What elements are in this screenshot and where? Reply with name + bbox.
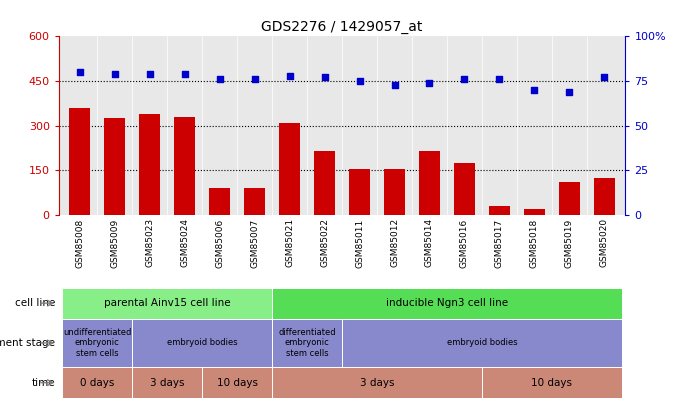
Bar	[104, 118, 125, 215]
Point	[249, 76, 260, 83]
Text: GSM85017: GSM85017	[495, 218, 504, 268]
Bar	[132, 319, 272, 367]
Point	[354, 78, 365, 84]
Text: GSM85007: GSM85007	[250, 218, 259, 268]
Bar	[139, 114, 160, 215]
Bar	[349, 168, 370, 215]
Text: embryoid bodies: embryoid bodies	[446, 339, 518, 347]
Point	[599, 74, 610, 81]
Point	[389, 81, 400, 88]
Point	[319, 74, 330, 81]
Text: differentiated
embryonic
stem cells: differentiated embryonic stem cells	[278, 328, 336, 358]
Bar	[454, 163, 475, 215]
Text: GSM85023: GSM85023	[145, 218, 154, 267]
Bar	[202, 367, 272, 398]
Point	[459, 76, 470, 83]
Text: time: time	[32, 378, 55, 388]
Point	[284, 72, 295, 79]
Bar	[559, 182, 580, 215]
Text: GSM85008: GSM85008	[75, 218, 84, 268]
Point	[144, 70, 155, 77]
Text: GSM85018: GSM85018	[530, 218, 539, 268]
Bar	[174, 117, 195, 215]
Point	[529, 87, 540, 93]
Bar	[489, 206, 510, 215]
Bar	[594, 177, 615, 215]
Text: GSM85020: GSM85020	[600, 218, 609, 267]
Bar	[342, 319, 622, 367]
Bar	[62, 319, 132, 367]
Bar	[482, 367, 622, 398]
Text: parental Ainv15 cell line: parental Ainv15 cell line	[104, 298, 231, 308]
Bar	[279, 123, 300, 215]
Text: undifferentiated
embryonic
stem cells: undifferentiated embryonic stem cells	[63, 328, 131, 358]
Bar	[62, 288, 272, 319]
Point	[179, 70, 190, 77]
Bar	[524, 209, 545, 215]
Point	[424, 79, 435, 86]
Text: GSM85019: GSM85019	[565, 218, 574, 268]
Point	[214, 76, 225, 83]
Bar	[132, 367, 202, 398]
Text: inducible Ngn3 cell line: inducible Ngn3 cell line	[386, 298, 508, 308]
Text: embryoid bodies: embryoid bodies	[167, 339, 238, 347]
Text: GSM85021: GSM85021	[285, 218, 294, 267]
Bar	[62, 367, 132, 398]
Text: development stage: development stage	[0, 338, 55, 348]
Point	[494, 76, 505, 83]
Bar	[272, 367, 482, 398]
Text: GSM85024: GSM85024	[180, 218, 189, 267]
Bar	[209, 188, 230, 215]
Bar	[69, 108, 91, 215]
Text: 3 days: 3 days	[360, 378, 395, 388]
Text: GSM85009: GSM85009	[110, 218, 119, 268]
Title: GDS2276 / 1429057_at: GDS2276 / 1429057_at	[261, 20, 423, 34]
Point	[74, 69, 85, 75]
Text: 10 days: 10 days	[531, 378, 572, 388]
Point	[564, 88, 575, 95]
Text: GSM85022: GSM85022	[320, 218, 329, 267]
Text: GSM85011: GSM85011	[355, 218, 364, 268]
Text: GSM85016: GSM85016	[460, 218, 469, 268]
Text: 3 days: 3 days	[150, 378, 184, 388]
Text: 10 days: 10 days	[216, 378, 258, 388]
Point	[109, 70, 120, 77]
Text: GSM85014: GSM85014	[425, 218, 434, 267]
Bar	[314, 151, 335, 215]
Text: GSM85012: GSM85012	[390, 218, 399, 267]
Bar	[272, 288, 622, 319]
Bar	[419, 151, 440, 215]
Text: 0 days: 0 days	[80, 378, 115, 388]
Bar	[244, 188, 265, 215]
Text: GSM85006: GSM85006	[215, 218, 224, 268]
Bar	[384, 168, 405, 215]
Text: cell line: cell line	[15, 298, 55, 308]
Bar	[272, 319, 342, 367]
